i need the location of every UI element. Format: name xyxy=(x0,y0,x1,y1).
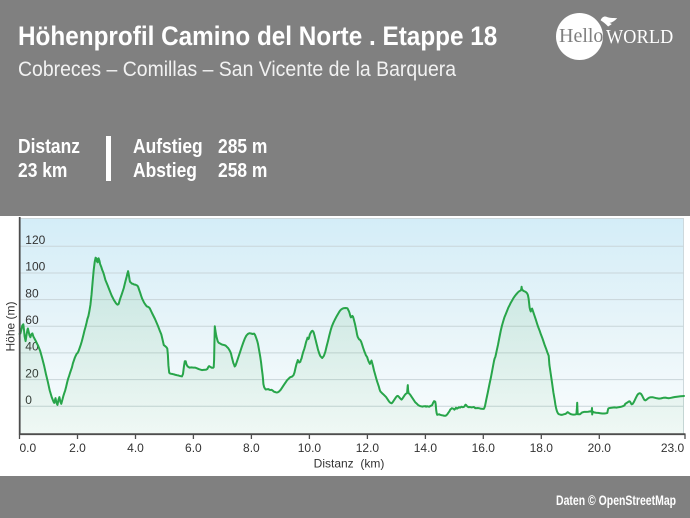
svg-text:23.0: 23.0 xyxy=(661,441,685,455)
svg-text:18.0: 18.0 xyxy=(530,441,554,455)
svg-text:20.0: 20.0 xyxy=(588,441,612,455)
svg-text:6.0: 6.0 xyxy=(185,441,202,455)
svg-text:2.0: 2.0 xyxy=(69,441,86,455)
svg-text:120: 120 xyxy=(25,233,45,247)
svg-text:16.0: 16.0 xyxy=(472,441,496,455)
svg-text:Höhe (m): Höhe (m) xyxy=(4,301,18,351)
svg-text:Distanz (km): Distanz (km) xyxy=(314,457,385,471)
svg-text:60: 60 xyxy=(25,313,39,327)
svg-text:100: 100 xyxy=(25,260,45,274)
svg-text:8.0: 8.0 xyxy=(243,441,260,455)
svg-text:0.0: 0.0 xyxy=(19,441,36,455)
svg-text:10.0: 10.0 xyxy=(298,441,322,455)
svg-text:4.0: 4.0 xyxy=(127,441,144,455)
svg-text:80: 80 xyxy=(25,286,39,300)
svg-text:12.0: 12.0 xyxy=(356,441,380,455)
svg-text:14.0: 14.0 xyxy=(414,441,438,455)
